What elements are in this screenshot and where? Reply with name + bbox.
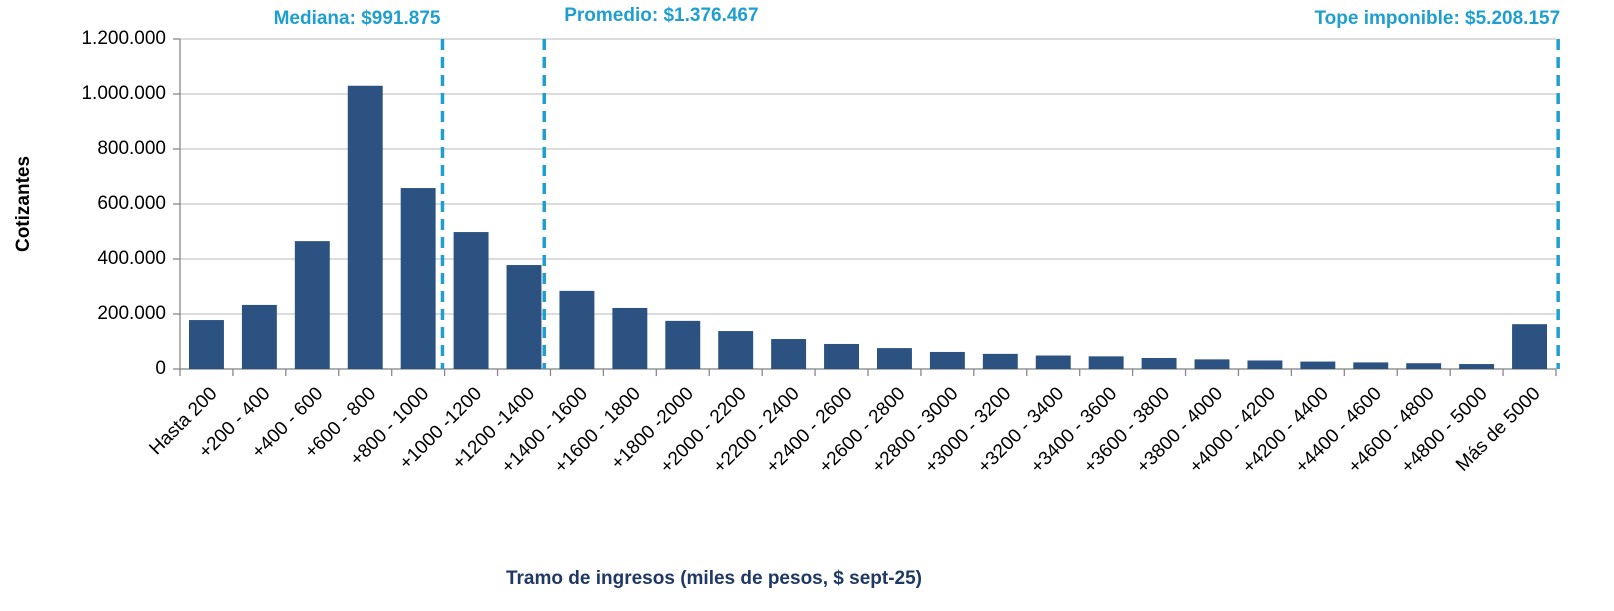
- bar: [718, 331, 754, 369]
- bar: [1459, 364, 1495, 369]
- bar: [612, 307, 648, 369]
- bar: [1353, 362, 1389, 369]
- bar: [1088, 356, 1124, 369]
- y-tick-label: 400.000: [97, 248, 166, 269]
- y-tick-label: 1.200.000: [81, 28, 166, 49]
- annotation-label: Mediana: $991.875: [274, 8, 441, 29]
- y-tick-label: 0: [155, 358, 166, 379]
- bar: [876, 348, 912, 369]
- bar: [347, 85, 383, 369]
- bar: [1247, 360, 1283, 369]
- bar: [982, 353, 1018, 369]
- bar: [1035, 355, 1071, 369]
- bar: [453, 232, 489, 369]
- bar: [559, 290, 595, 369]
- y-tick-label: 600.000: [97, 193, 166, 214]
- bar: [400, 188, 436, 369]
- bar: [771, 339, 807, 369]
- bar: [506, 265, 542, 369]
- bar: [241, 304, 277, 369]
- x-axis-title: Tramo de ingresos (miles de pesos, $ sep…: [506, 568, 922, 589]
- bar: [294, 241, 330, 369]
- bar: [1141, 358, 1177, 369]
- bar: [929, 351, 965, 369]
- bar: [1194, 359, 1230, 369]
- annotation-label: Promedio: $1.376.467: [564, 5, 758, 26]
- y-tick-label: 200.000: [97, 303, 166, 324]
- y-tick-label: 1.000.000: [81, 83, 166, 104]
- bar: [1512, 324, 1548, 369]
- bar: [665, 320, 701, 369]
- bar: [1300, 361, 1336, 369]
- bar: [188, 320, 224, 369]
- bar: [824, 343, 860, 369]
- annotation-label: Tope imponible: $5.208.157: [1314, 8, 1560, 29]
- bar: [1406, 363, 1442, 369]
- y-axis-title: Cotizantes: [13, 156, 34, 252]
- y-tick-label: 800.000: [97, 138, 166, 159]
